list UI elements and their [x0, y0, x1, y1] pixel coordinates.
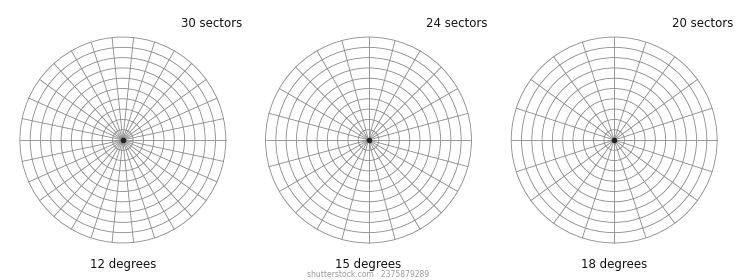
Text: 18 degrees: 18 degrees [581, 258, 647, 271]
Text: 12 degrees: 12 degrees [90, 258, 156, 271]
Text: 24 sectors: 24 sectors [426, 17, 488, 29]
Text: 15 degrees: 15 degrees [335, 258, 402, 271]
Text: shutterstock.com · 2375879289: shutterstock.com · 2375879289 [307, 270, 430, 279]
Text: 30 sectors: 30 sectors [181, 17, 242, 29]
Text: 20 sectors: 20 sectors [672, 17, 733, 29]
